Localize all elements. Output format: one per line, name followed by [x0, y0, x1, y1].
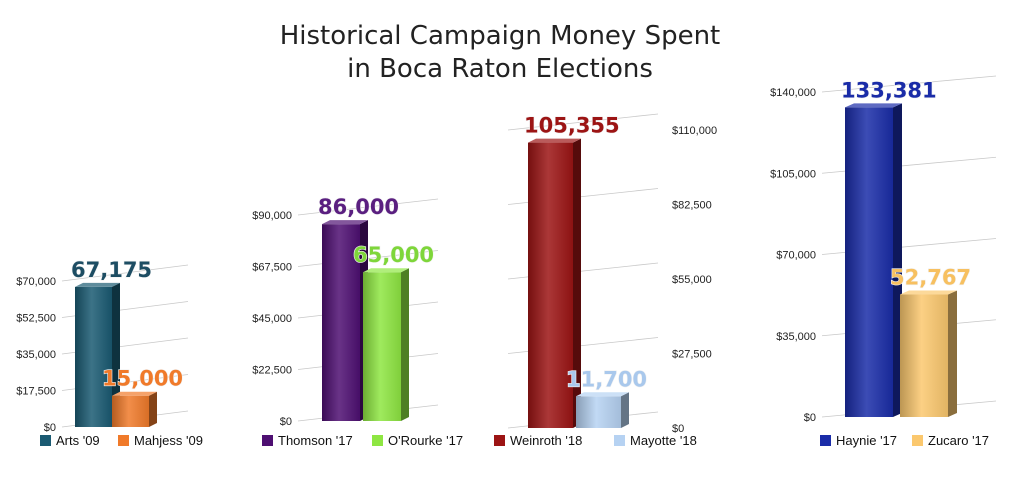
bar-4-1 [845, 103, 902, 417]
bar-top [112, 391, 157, 396]
y-tick-label: $0 [672, 423, 684, 435]
y-tick-label: $70,000 [776, 250, 816, 262]
y-tick-label: $27,500 [672, 349, 712, 361]
chart-panel-1: $0 $17,500 $35,000 $52,500 $70,000 67,175 15,0… [16, 257, 203, 448]
legend-swatch [820, 435, 831, 446]
gridline [821, 75, 997, 93]
legend-label: Arts '09 [56, 433, 100, 448]
legend-swatch [372, 435, 383, 446]
bar-4-2 [900, 290, 957, 417]
legend-label: Thomson '17 [278, 433, 353, 448]
y-tick-label: $35,000 [776, 331, 816, 343]
chart-panel-2: $0 $22,500 $45,000 $67,500 $90,000 86,000 65,0… [252, 195, 463, 448]
y-tick-label: $105,000 [770, 168, 816, 180]
legend-swatch [262, 435, 273, 446]
legend-label: Weinroth '18 [510, 433, 582, 448]
y-tick-label: $0 [280, 416, 292, 428]
chart-panel-3: $0 $27,500 $55,000 $82,500 $110,000 105,355 11… [494, 113, 717, 448]
bar-2-2 [363, 268, 409, 421]
y-tick-label: $140,000 [770, 87, 816, 99]
bar-side [149, 391, 157, 427]
chart-title-line-2: in Boca Raton Elections [347, 54, 653, 84]
bar-front [845, 107, 893, 417]
bar-side [573, 138, 581, 428]
legend-swatch [494, 435, 505, 446]
bar-1-2 [112, 391, 157, 427]
data-label: 11,700 [566, 367, 647, 391]
y-tick-label: $17,500 [16, 386, 56, 398]
bar-side [401, 268, 409, 421]
y-tick-label: $55,000 [672, 274, 712, 286]
y-tick-label: $35,000 [16, 349, 56, 361]
bar-top [363, 268, 409, 273]
bar-top [322, 220, 368, 225]
y-tick-label: $67,500 [252, 262, 292, 274]
bar-front [900, 294, 948, 417]
legend-label: Mayotte '18 [630, 433, 697, 448]
legend-swatch [912, 435, 923, 446]
bar-3-1 [528, 138, 581, 428]
data-label: 86,000 [318, 195, 399, 219]
bar-front [363, 272, 401, 421]
bar-top [75, 282, 120, 287]
bar-front [528, 142, 573, 428]
data-label: 15,000 [102, 367, 183, 391]
bar-top [900, 290, 957, 295]
bar-side [621, 392, 629, 428]
chart-panel-4: $0 $35,000 $70,000 $105,000 $140,000 133,381 5… [770, 75, 997, 448]
gridline [297, 198, 439, 216]
y-tick-label: $82,500 [672, 200, 712, 212]
gridline [507, 113, 659, 131]
legend-swatch [118, 435, 129, 446]
bar-front [75, 286, 112, 427]
y-tick-label: $110,000 [672, 125, 717, 137]
bar-front [322, 224, 360, 421]
data-label: 133,381 [841, 78, 937, 102]
bar-top [528, 138, 581, 143]
bar-2-1 [322, 220, 368, 421]
data-label: 52,767 [890, 266, 971, 290]
legend-label: O'Rourke '17 [388, 433, 463, 448]
y-tick-label: $52,500 [16, 313, 56, 325]
legend-swatch [40, 435, 51, 446]
y-tick-label: $70,000 [16, 276, 56, 288]
y-tick-label: $0 [44, 422, 56, 434]
bar-top [576, 392, 629, 397]
bar-front [112, 395, 149, 427]
bar-side [948, 290, 957, 417]
y-tick-label: $45,000 [252, 313, 292, 325]
legend-label: Mahjess '09 [134, 433, 203, 448]
legend-label: Zucaro '17 [928, 433, 989, 448]
bar-side [893, 103, 902, 417]
chart-title: Historical Campaign Money Spent in Boca … [250, 20, 750, 86]
gridline [61, 264, 189, 282]
legend-label: Haynie '17 [836, 433, 897, 448]
chart-title-line-1: Historical Campaign Money Spent [279, 21, 721, 51]
legend-swatch [614, 435, 625, 446]
bar-side [112, 282, 120, 427]
data-label: 105,355 [524, 114, 620, 138]
y-tick-label: $22,500 [252, 365, 292, 377]
y-tick-label: $0 [804, 412, 816, 424]
bar-front [576, 396, 621, 428]
bar-3-2 [576, 392, 629, 428]
y-tick-label: $90,000 [252, 210, 292, 222]
data-label: 67,175 [71, 258, 152, 282]
bar-1-1 [75, 282, 120, 427]
data-label: 65,000 [353, 243, 434, 267]
bar-top [845, 103, 902, 108]
